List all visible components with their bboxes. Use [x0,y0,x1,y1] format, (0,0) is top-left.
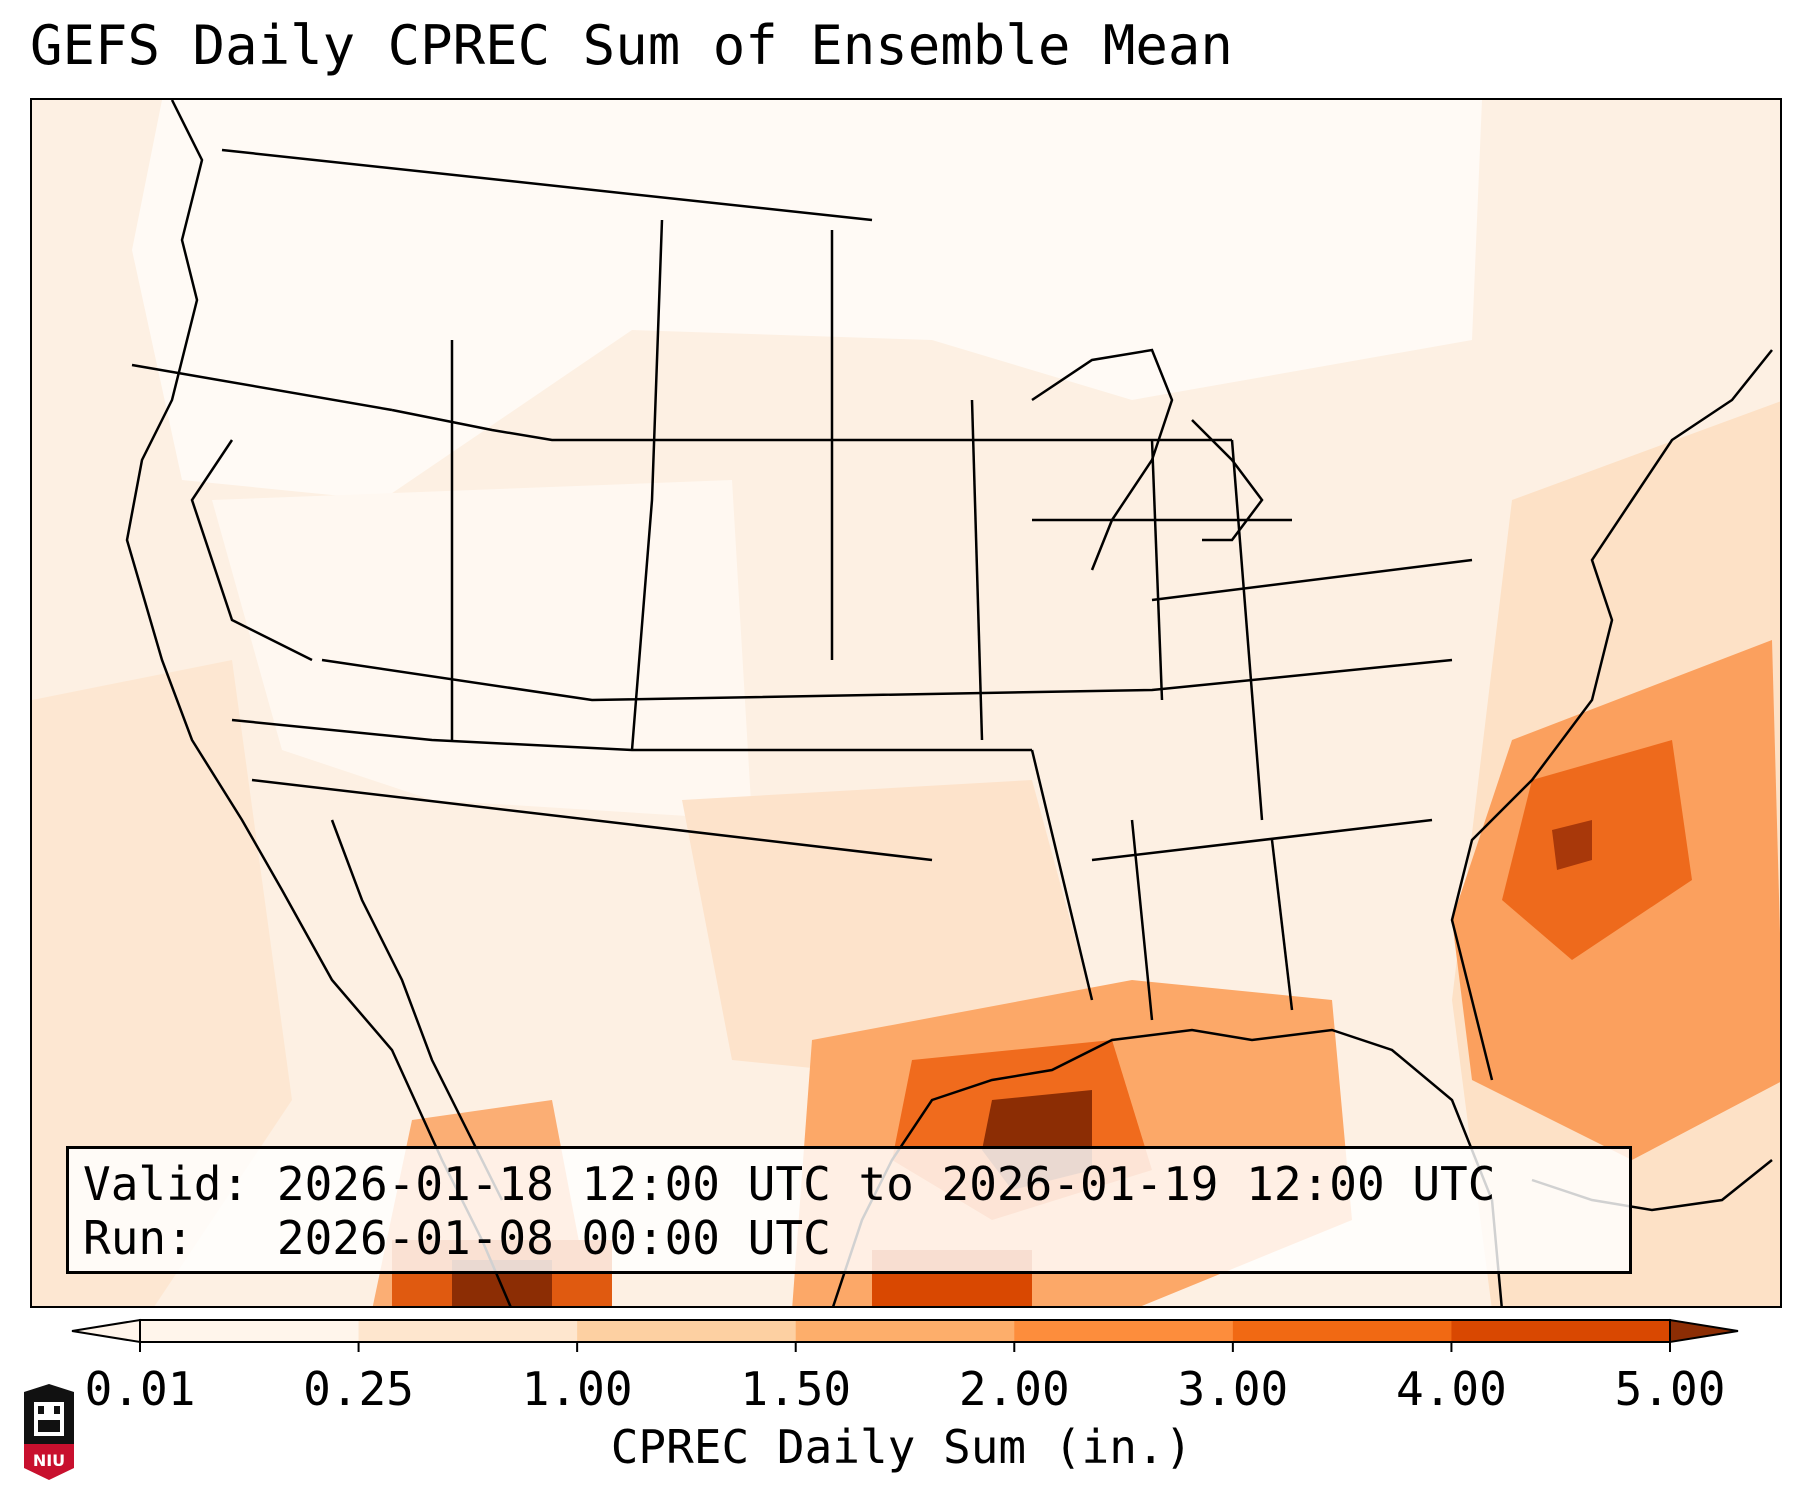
state-borders [131,148,1473,1021]
colorbar-tick-label: 2.00 [958,1362,1070,1416]
shade-zone-atlantic-core [1552,820,1592,870]
colorbar-extend-high [1669,1318,1739,1344]
map-title: GEFS Daily CPREC Sum of Ensemble Mean [30,14,1233,77]
colorbar-tick-label: 0.25 [303,1362,414,1416]
shade-zone-pacific [32,660,292,1306]
logo-text: NIU [33,1451,65,1470]
colorbar-segment [1451,1320,1671,1342]
colorbar-tick-label: 1.00 [521,1362,633,1416]
colorbar-tick-label: 4.00 [1396,1362,1507,1416]
map-canvas [32,100,1780,1306]
valid-run-info-box: Valid: 2026-01-18 12:00 UTC to 2026-01-1… [66,1146,1632,1274]
colorbar-segment [1232,1320,1452,1342]
colorbar-label: CPREC Daily Sum (in.) [610,1420,1193,1474]
colorbar-segment [140,1320,360,1342]
valid-label: Valid: [83,1157,250,1211]
niu-logo: NIU [24,1384,74,1480]
colorbar-segment [577,1320,797,1342]
valid-value: 2026-01-18 12:00 UTC to 2026-01-19 12:00… [276,1157,1496,1211]
colorbar-extend-low [71,1318,141,1344]
run-value: 2026-01-08 00:00 UTC [276,1211,831,1265]
colorbar-segment [795,1320,1015,1342]
colorbar-segment [358,1320,578,1342]
shade-zone-south [682,780,1092,1080]
colorbar-tick-label: 0.01 [84,1362,196,1416]
precipitation-map [30,98,1782,1308]
dry-region-north [132,100,1482,500]
shade-zone-atlantic-dark [1502,740,1692,960]
dry-region-west [212,480,752,820]
colorbar-outline [139,1319,1671,1343]
colorbar-tick-label: 3.00 [1177,1362,1289,1416]
colorbar-segment [1014,1320,1234,1342]
colorbar-tick-label: 1.50 [740,1362,852,1416]
run-label: Run: [83,1211,194,1265]
colorbar-tick-label: 5.00 [1614,1362,1726,1416]
colorbar [71,1318,1739,1352]
